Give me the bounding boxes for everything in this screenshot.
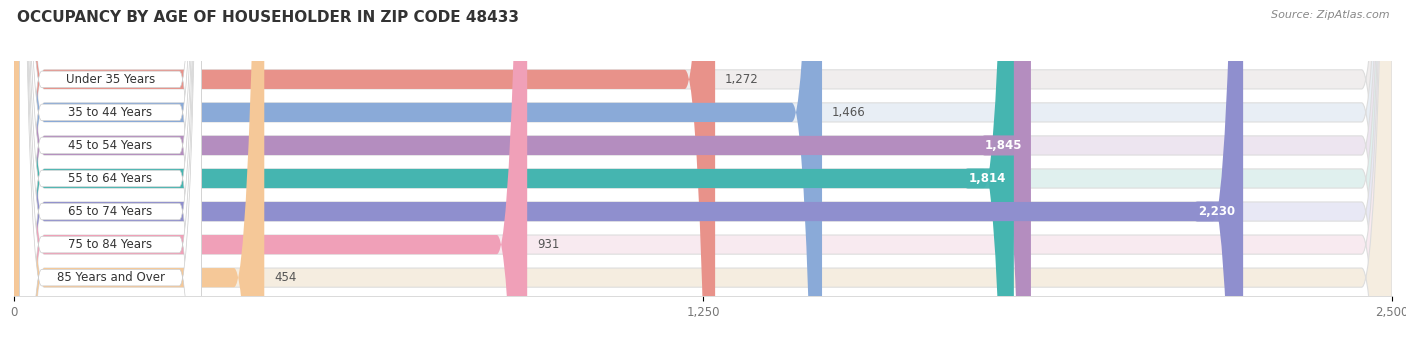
FancyBboxPatch shape: [14, 0, 1243, 340]
FancyBboxPatch shape: [14, 0, 1392, 340]
FancyBboxPatch shape: [20, 0, 201, 340]
FancyBboxPatch shape: [14, 0, 823, 340]
FancyBboxPatch shape: [20, 0, 201, 340]
FancyBboxPatch shape: [20, 0, 201, 340]
Text: 1,845: 1,845: [986, 139, 1022, 152]
FancyBboxPatch shape: [14, 0, 1392, 340]
FancyBboxPatch shape: [14, 0, 264, 340]
FancyBboxPatch shape: [14, 0, 527, 340]
Text: 35 to 44 Years: 35 to 44 Years: [69, 106, 153, 119]
FancyBboxPatch shape: [20, 0, 201, 340]
FancyBboxPatch shape: [20, 0, 201, 340]
Text: Under 35 Years: Under 35 Years: [66, 73, 155, 86]
FancyBboxPatch shape: [14, 0, 1392, 340]
Text: 454: 454: [274, 271, 297, 284]
FancyBboxPatch shape: [14, 0, 1392, 340]
FancyBboxPatch shape: [20, 0, 201, 340]
Text: 65 to 74 Years: 65 to 74 Years: [69, 205, 153, 218]
Text: 2,230: 2,230: [1198, 205, 1234, 218]
Text: 931: 931: [537, 238, 560, 251]
Text: 85 Years and Over: 85 Years and Over: [56, 271, 165, 284]
FancyBboxPatch shape: [14, 0, 1392, 340]
Text: OCCUPANCY BY AGE OF HOUSEHOLDER IN ZIP CODE 48433: OCCUPANCY BY AGE OF HOUSEHOLDER IN ZIP C…: [17, 10, 519, 25]
Text: 45 to 54 Years: 45 to 54 Years: [69, 139, 153, 152]
FancyBboxPatch shape: [14, 0, 716, 340]
Text: 1,466: 1,466: [832, 106, 866, 119]
Text: 1,272: 1,272: [725, 73, 759, 86]
Text: 55 to 64 Years: 55 to 64 Years: [69, 172, 153, 185]
FancyBboxPatch shape: [20, 0, 201, 340]
FancyBboxPatch shape: [14, 0, 1392, 340]
Text: 75 to 84 Years: 75 to 84 Years: [69, 238, 153, 251]
Text: 1,814: 1,814: [969, 172, 1005, 185]
Text: Source: ZipAtlas.com: Source: ZipAtlas.com: [1271, 10, 1389, 20]
FancyBboxPatch shape: [14, 0, 1014, 340]
FancyBboxPatch shape: [14, 0, 1031, 340]
FancyBboxPatch shape: [14, 0, 1392, 340]
